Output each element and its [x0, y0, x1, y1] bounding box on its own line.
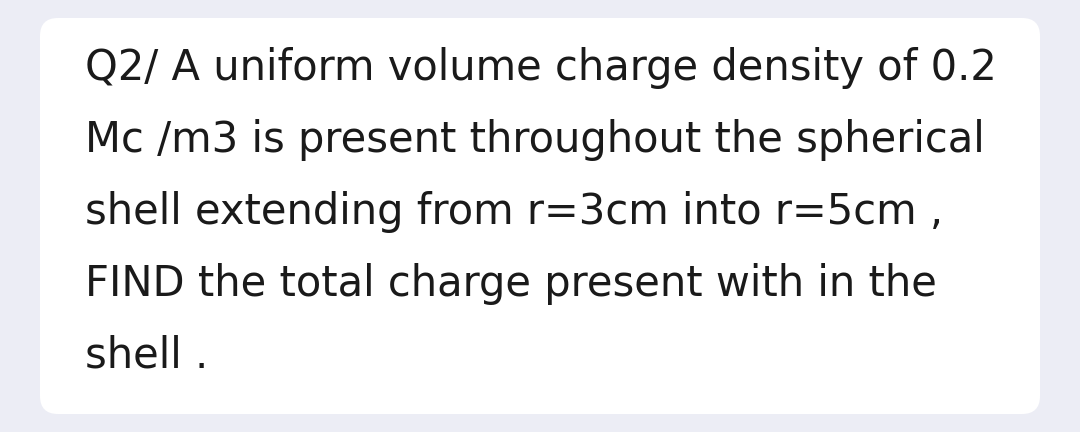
Text: FIND the total charge present with in the: FIND the total charge present with in th… [85, 263, 936, 305]
Text: shell extending from r=3cm into r=5cm ,: shell extending from r=3cm into r=5cm , [85, 191, 943, 233]
Text: shell .: shell . [85, 335, 208, 377]
FancyBboxPatch shape [40, 18, 1040, 414]
Text: Mc /m3 is present throughout the spherical: Mc /m3 is present throughout the spheric… [85, 119, 985, 161]
Text: Q2/ A uniform volume charge density of 0.2: Q2/ A uniform volume charge density of 0… [85, 47, 997, 89]
